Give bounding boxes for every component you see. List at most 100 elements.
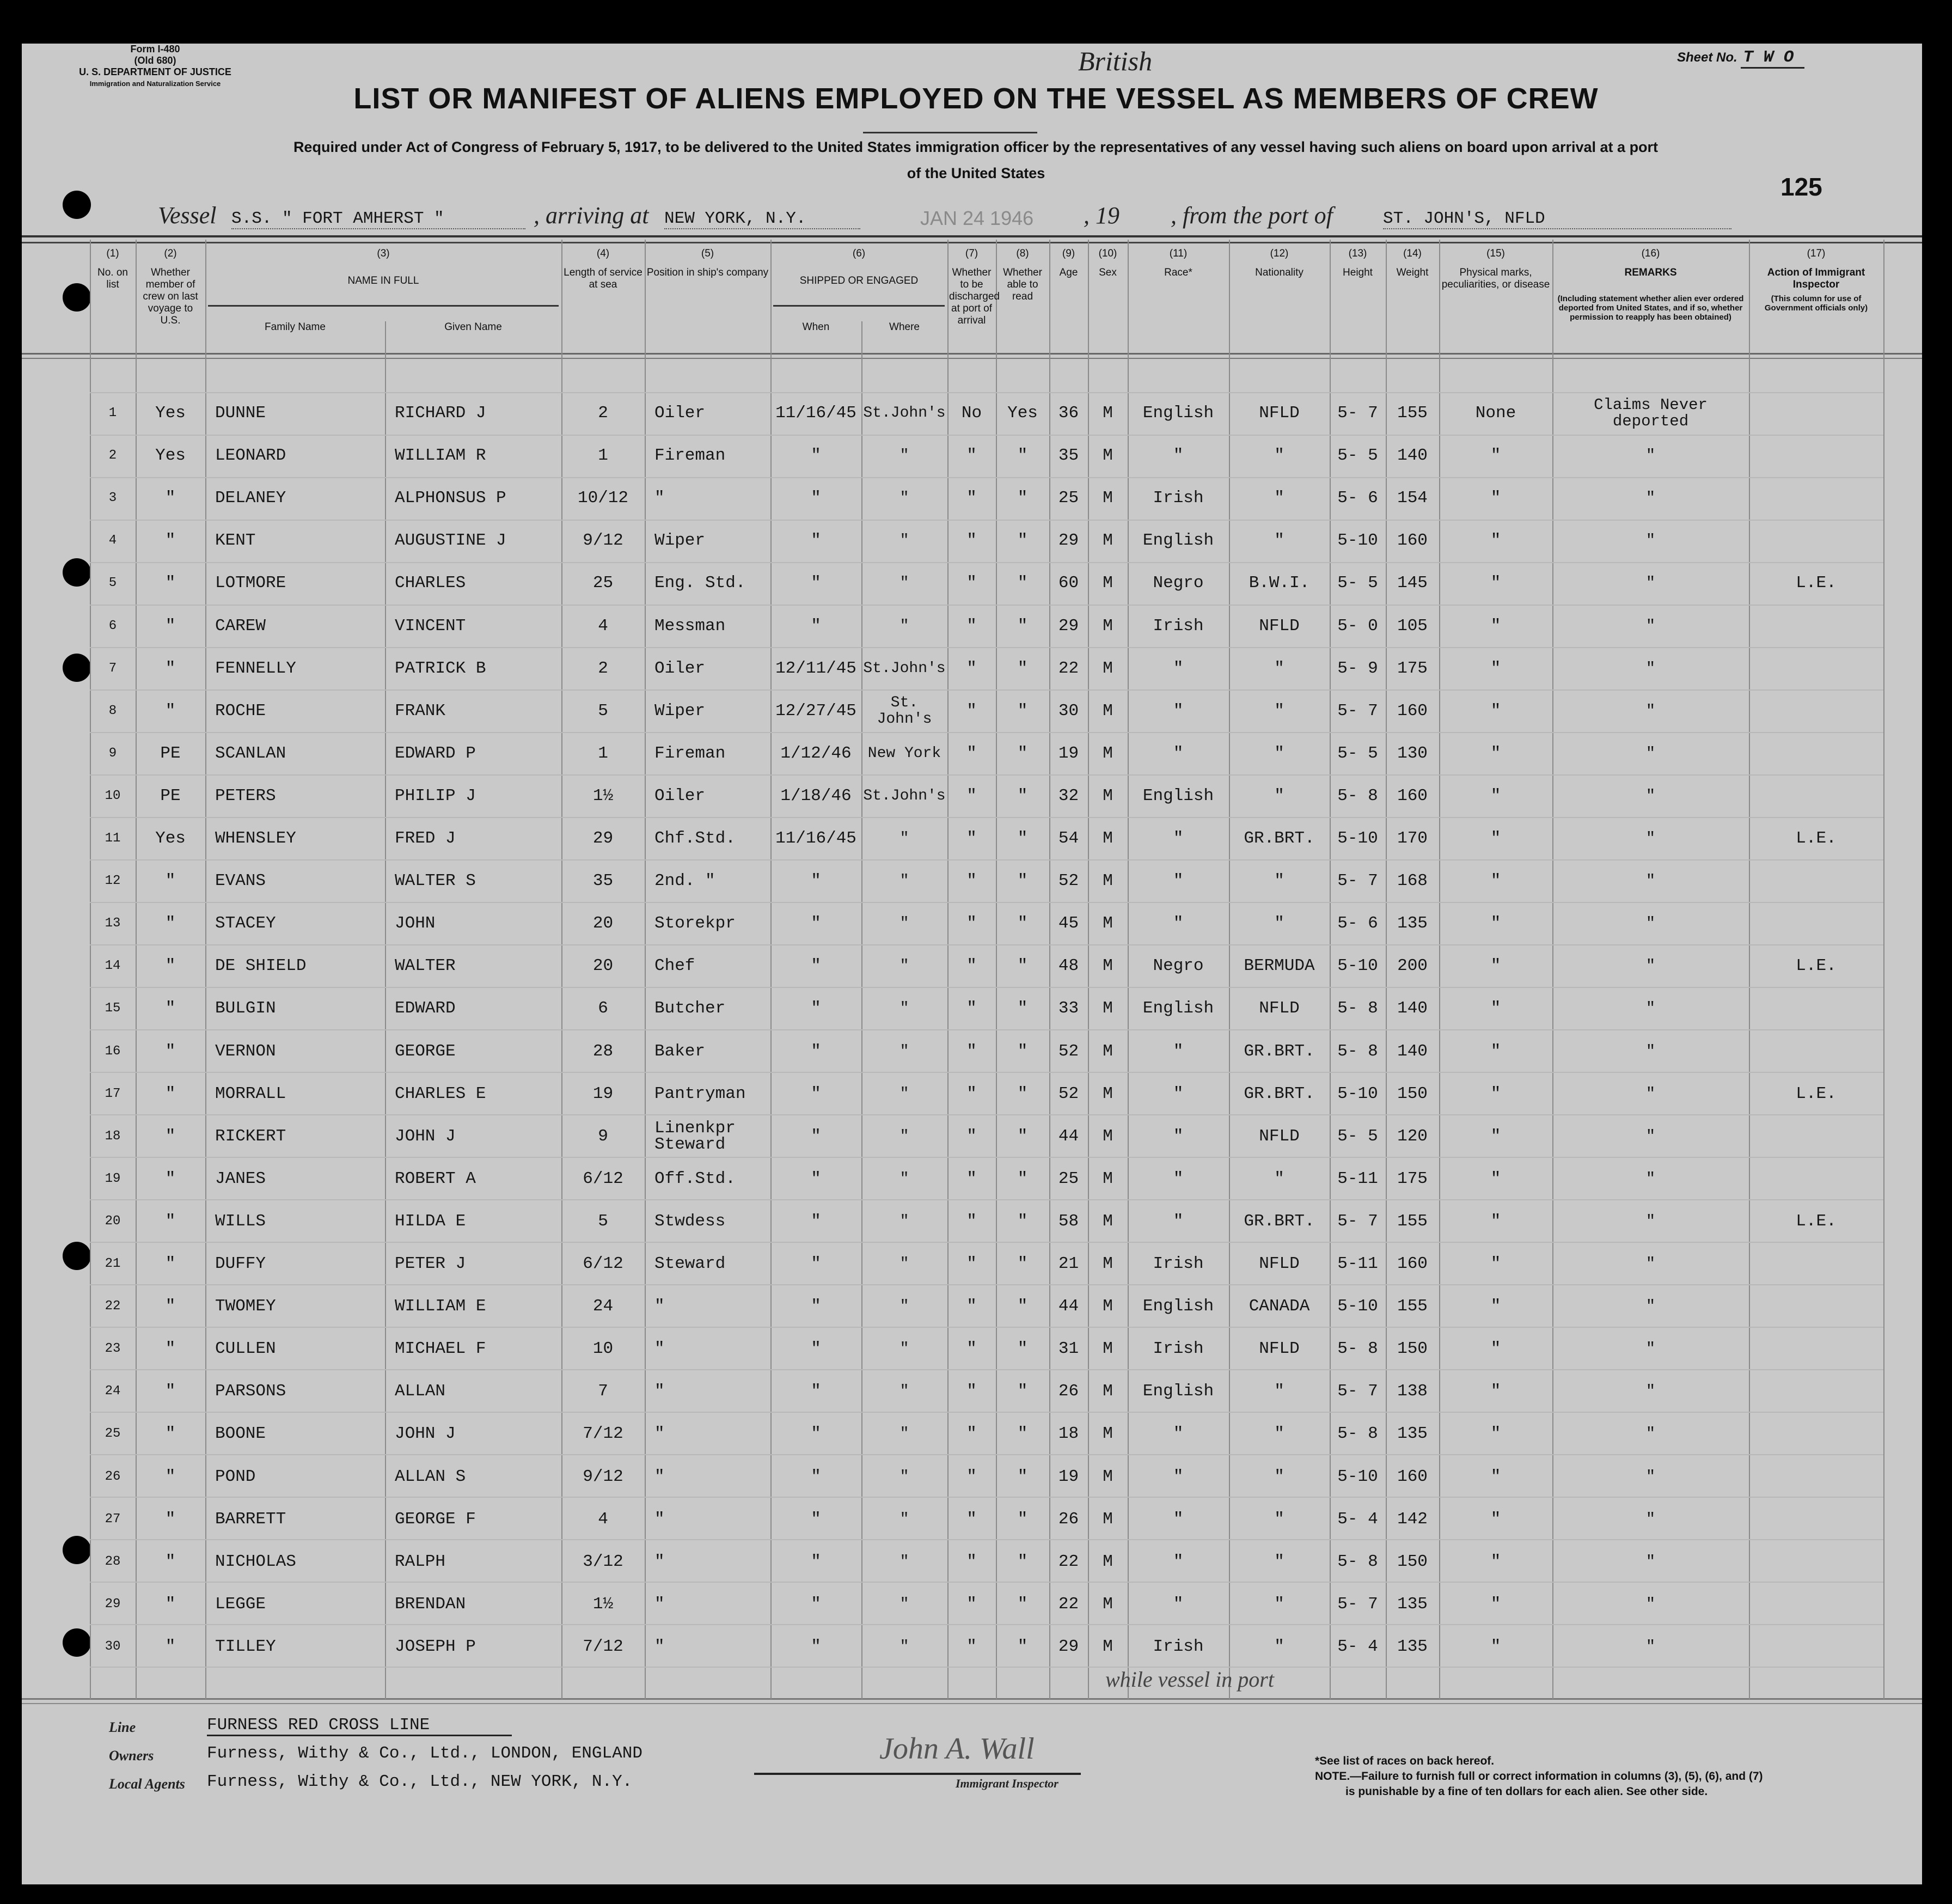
given-name: WILLIAM E	[395, 1297, 486, 1316]
shipped-where: "	[899, 532, 909, 550]
age: 44	[1058, 1297, 1079, 1316]
shipped-where: "	[899, 1085, 909, 1102]
weight: 155	[1397, 1211, 1428, 1231]
family-name: CULLEN	[215, 1339, 276, 1359]
row-number: 8	[108, 703, 117, 718]
discharged: "	[966, 1382, 977, 1401]
position: Pantryman	[654, 1084, 746, 1103]
sex: M	[1103, 1382, 1113, 1401]
weight: 140	[1397, 446, 1428, 466]
physical-marks: "	[1490, 1339, 1501, 1359]
race: "	[1173, 743, 1184, 763]
height: 5-10	[1337, 1084, 1378, 1103]
shipped-when: "	[811, 1169, 821, 1188]
sex: M	[1103, 404, 1113, 423]
sex: M	[1103, 829, 1113, 848]
prior-voyage: "	[165, 1509, 176, 1529]
year-label: , 19	[1084, 202, 1119, 229]
column-divider	[645, 240, 646, 1699]
remarks: "	[1645, 574, 1656, 593]
prior-voyage: "	[165, 1126, 176, 1146]
sex: M	[1103, 1254, 1113, 1273]
row-number: 6	[108, 618, 117, 633]
given-name: WILLIAM R	[395, 446, 486, 466]
length-of-service: 1	[598, 743, 608, 763]
position: Steward	[654, 1254, 726, 1273]
able-to-read: "	[1017, 1339, 1028, 1359]
race: English	[1142, 531, 1214, 551]
row-rule	[90, 689, 1883, 691]
family-name: EVANS	[215, 871, 266, 891]
arrival-port: NEW YORK, N.Y.	[664, 209, 860, 229]
height: 5- 8	[1337, 999, 1378, 1018]
prior-voyage: "	[165, 1254, 176, 1273]
height: 5- 7	[1337, 404, 1378, 423]
shipped-where: "	[899, 1425, 909, 1443]
length-of-service: 19	[592, 1084, 614, 1103]
length-of-service: 3/12	[583, 1552, 623, 1571]
family-name: VERNON	[215, 1041, 276, 1061]
length-of-service: 9/12	[583, 531, 623, 551]
prior-voyage: "	[165, 1339, 176, 1359]
row-number: 12	[105, 874, 121, 889]
remarks: "	[1645, 1467, 1656, 1486]
prior-voyage: PE	[160, 786, 181, 805]
discharged: "	[966, 1169, 977, 1188]
height: 5- 9	[1337, 658, 1378, 678]
column-group-rule	[773, 305, 945, 307]
line-label: Line	[109, 1719, 136, 1735]
remarks: "	[1645, 489, 1656, 508]
given-name: MICHAEL F	[395, 1339, 486, 1359]
able-to-read: "	[1017, 1637, 1028, 1656]
punch-hole	[63, 654, 91, 682]
age: 45	[1058, 914, 1079, 933]
age: 30	[1058, 701, 1079, 721]
shipped-when: "	[811, 1339, 821, 1359]
able-to-read: "	[1017, 1509, 1028, 1529]
shipped-when: "	[811, 1041, 821, 1061]
family-name: PETERS	[215, 786, 276, 805]
position: Storekpr	[654, 914, 736, 933]
weight: 160	[1397, 701, 1428, 721]
able-to-read: Yes	[1007, 404, 1038, 423]
position: Fireman	[654, 743, 726, 763]
weight: 170	[1397, 829, 1428, 848]
column-number: (7)	[965, 248, 978, 259]
sex: M	[1103, 1467, 1113, 1486]
age: 26	[1058, 1382, 1079, 1401]
remarks: "	[1645, 1127, 1656, 1145]
able-to-read: "	[1017, 489, 1028, 508]
row-number: 2	[108, 448, 117, 463]
column-divider	[1883, 240, 1884, 1699]
row-number: 16	[105, 1043, 121, 1059]
owners-label: Owners	[109, 1748, 154, 1763]
given-name: EDWARD P	[395, 743, 476, 763]
sex: M	[1103, 489, 1113, 508]
subtitle: Required under Act of Congress of Februa…	[293, 139, 1659, 155]
height: 5- 8	[1337, 786, 1378, 805]
column-header: Weight	[1396, 267, 1429, 278]
race: "	[1173, 446, 1184, 466]
row-number: 25	[105, 1426, 121, 1442]
discharged: "	[966, 446, 977, 466]
column-header: Position in ship's company	[646, 267, 769, 278]
age: 31	[1058, 1339, 1079, 1359]
column-divider	[1439, 240, 1440, 1699]
able-to-read: "	[1017, 531, 1028, 551]
family-name: POND	[215, 1467, 256, 1486]
discharged: "	[966, 573, 977, 593]
discharged: "	[966, 871, 977, 891]
prior-voyage: "	[165, 1211, 176, 1231]
position: Wiper	[654, 701, 706, 721]
row-rule	[90, 1412, 1883, 1413]
weight: 135	[1397, 1637, 1428, 1656]
shipped-when: "	[811, 1637, 821, 1656]
shipped-when: 12/11/45	[775, 658, 856, 678]
nationality: NFLD	[1259, 616, 1300, 636]
penalty-note: NOTE.—Failure to furnish full or correct…	[1315, 1770, 1763, 1783]
prior-voyage: "	[165, 1467, 176, 1486]
remarks: "	[1645, 1084, 1656, 1103]
discharged: "	[966, 1467, 977, 1486]
position: "	[654, 1637, 665, 1656]
shipped-when: 12/27/45	[775, 701, 856, 721]
